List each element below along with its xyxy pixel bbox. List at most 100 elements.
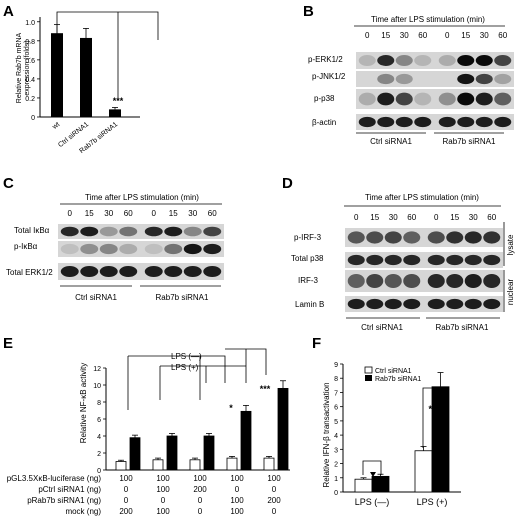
a-ytick-label: 0.2 — [25, 96, 35, 103]
e-table-cell: 0 — [272, 507, 277, 516]
e-table-cell: 100 — [230, 507, 244, 516]
blot-band — [384, 254, 402, 266]
blot-band — [377, 92, 395, 106]
time-label-30: 30 — [389, 213, 398, 222]
time-label-0: 0 — [445, 31, 450, 40]
panel-e-legend-minus: LPS (—) — [171, 352, 202, 361]
time-label-30: 30 — [188, 209, 197, 218]
blot-band — [395, 116, 413, 128]
blot-band — [366, 231, 384, 244]
blot-band — [464, 254, 482, 266]
a-ytick-label: 0.8 — [25, 39, 35, 46]
panel-e-chart: 0 2 4 6 8 10 12 — [93, 366, 290, 475]
blot-band — [366, 254, 384, 266]
blot-band — [119, 243, 138, 255]
e-table-cell: 0 — [235, 485, 240, 494]
f-bracket-minus — [362, 460, 382, 475]
blot-band — [377, 116, 395, 128]
blot-band — [427, 273, 445, 289]
blot-band — [414, 92, 432, 106]
panel-e-legend-plus: LPS (+) — [171, 363, 199, 372]
blot-band — [395, 55, 413, 66]
time-label-30: 30 — [104, 209, 113, 218]
e-ytick-label: 0 — [97, 468, 101, 475]
e-ytick-label: 10 — [93, 383, 101, 390]
a-xtick-label: wt — [51, 121, 62, 131]
panel-d-group-rab7b: Rab7b siRNA1 — [436, 323, 489, 332]
blot-band — [438, 92, 456, 106]
e-table-cell: 0 — [124, 496, 129, 505]
f-ytick-label: 4 — [334, 433, 338, 440]
blot-band — [119, 266, 138, 277]
e-bar — [115, 461, 127, 471]
f-ytick-label: 5 — [334, 419, 338, 426]
a-ytick-label: 1.0 — [25, 20, 35, 27]
time-label-30: 30 — [469, 213, 478, 222]
blot-band — [494, 55, 512, 66]
blot-band — [427, 298, 445, 310]
panel-a-ylabel-1: Relative Rab7b mRNA — [16, 32, 23, 103]
blot-band — [164, 266, 183, 277]
blot-band — [494, 92, 512, 106]
blot-strip — [58, 263, 224, 280]
a-bar — [109, 109, 121, 117]
time-label-60: 60 — [418, 31, 427, 40]
blot-band — [144, 266, 163, 277]
f-ytick-label: 2 — [334, 462, 338, 469]
panel-c-row-erk: Total ERK1/2 — [6, 268, 53, 277]
blot-band — [457, 116, 475, 128]
a-bar — [51, 33, 63, 117]
blot-band — [60, 226, 79, 237]
blot-strip — [356, 89, 514, 109]
panel-a-significance: *** — [113, 96, 124, 106]
time-label-15: 15 — [370, 213, 379, 222]
blot-strip — [345, 228, 503, 247]
e-ytick-label: 6 — [97, 417, 101, 424]
blot-band — [494, 116, 512, 128]
e-bar — [203, 435, 215, 471]
e-table-cell: 100 — [119, 474, 133, 483]
blot-band — [60, 266, 79, 277]
blot-band — [144, 243, 163, 255]
blot-band — [446, 298, 464, 310]
time-label-60: 60 — [498, 31, 507, 40]
blot-band — [183, 266, 202, 277]
panel-f-letter: F — [312, 335, 321, 352]
blot-band — [347, 231, 365, 244]
panel-e-sig-1: * — [229, 403, 233, 413]
blot-band — [384, 231, 402, 244]
panel-d-blot — [345, 228, 503, 312]
panel-d-row-pirf3: p-IRF-3 — [294, 233, 322, 242]
blot-band — [366, 273, 384, 289]
panel-c-row-pikba: p-IκBα — [14, 242, 38, 251]
panel-f-legend-swatch-rab7b — [365, 375, 372, 381]
blot-band — [377, 55, 395, 66]
e-table-row-label: pRab7b siRNA1 (ng) — [27, 496, 101, 505]
blot-band — [403, 298, 421, 310]
panel-f-significance: ** — [428, 404, 436, 414]
time-label-0: 0 — [68, 209, 73, 218]
blot-band — [164, 243, 183, 255]
time-label-15: 15 — [169, 209, 178, 218]
e-bar — [129, 437, 141, 471]
panel-a-ylabel-2: expression (folds) — [24, 40, 31, 95]
a-ytick-label: 0 — [31, 115, 35, 122]
panel-b-group-ctrl: Ctrl siRNA1 — [370, 137, 412, 146]
blot-band — [377, 73, 395, 85]
e-table-cell: 100 — [267, 474, 281, 483]
panel-c-row-ikba: Total IκBα — [14, 226, 50, 235]
blot-band — [475, 116, 493, 128]
panel-d-side-nuclear: nuclear — [506, 279, 515, 306]
f-bar — [354, 478, 373, 493]
blot-band — [414, 116, 432, 128]
blot-band — [464, 298, 482, 310]
blot-band — [464, 273, 482, 289]
blot-band — [475, 92, 493, 106]
panel-e-letter: E — [3, 335, 13, 352]
panel-f-xlabel-plus: LPS (+) — [417, 497, 448, 507]
blot-band — [358, 55, 376, 66]
f-ytick-label: 8 — [334, 376, 338, 383]
panel-c-letter: C — [3, 175, 14, 192]
blot-band — [60, 243, 79, 255]
